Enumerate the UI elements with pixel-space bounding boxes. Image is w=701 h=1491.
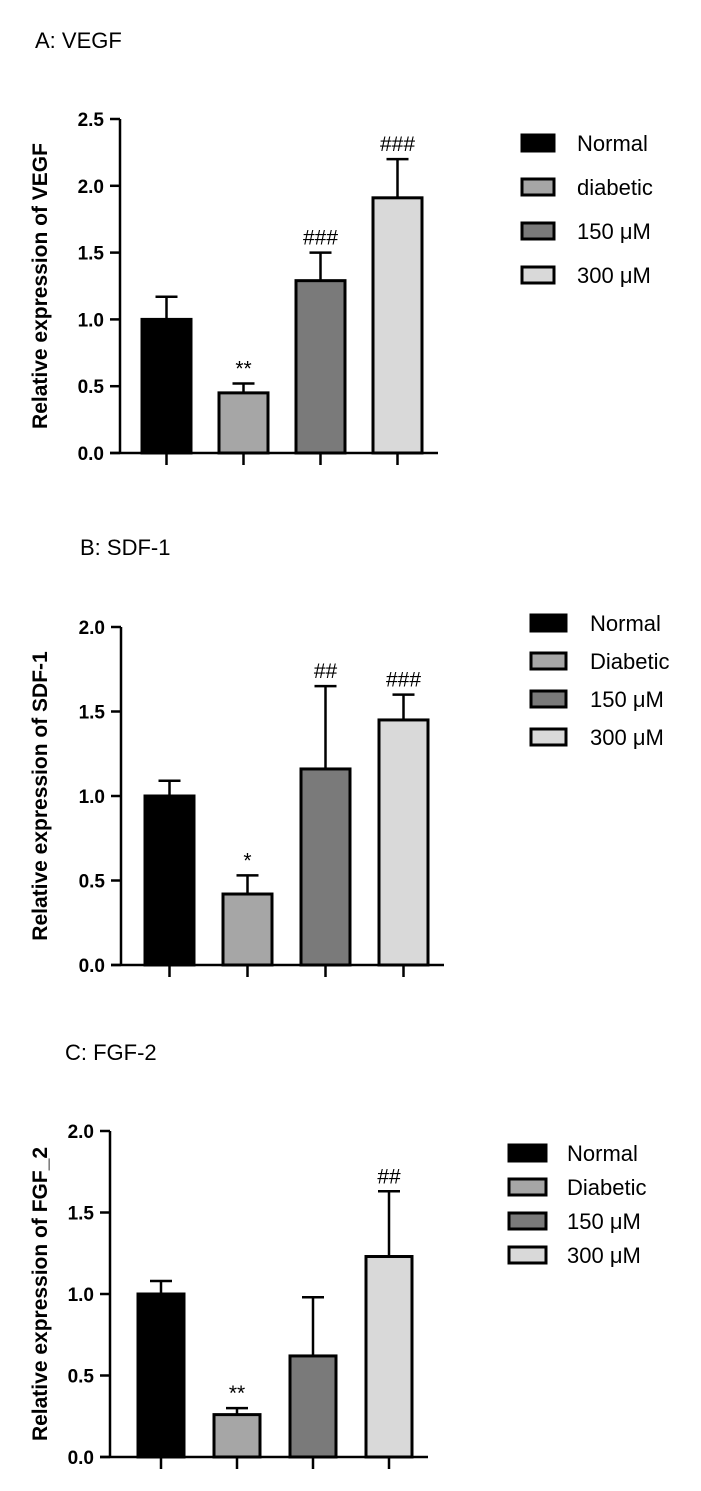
significance-label: * (243, 849, 251, 872)
y-tick-label: 2.0 (79, 618, 105, 639)
legend-swatch (529, 727, 568, 747)
legend-swatch (520, 221, 556, 241)
legend-label: 300 μM (577, 263, 651, 288)
y-tick-label: 0.0 (68, 1448, 94, 1469)
y-tick-label: 0.0 (78, 444, 104, 465)
y-tick-label: 0.0 (79, 956, 105, 977)
bar-0 (143, 794, 196, 967)
legend-swatch (529, 651, 568, 671)
y-tick-label: 1.0 (68, 1285, 94, 1306)
chart-panel-vegf: A: VEGF 0.0 0.5 1.0 1.5 2.0 2.5 Relative expre… (0, 0, 701, 480)
significance-label: ## (377, 1165, 401, 1188)
y-tick-label: 0.5 (68, 1367, 95, 1388)
legend-swatch (507, 1211, 548, 1231)
significance-label: ### (380, 133, 415, 156)
legend-label: 150 μM (567, 1209, 641, 1234)
bar-2 (288, 1354, 338, 1459)
y-axis-label: Relative expression of SDF-1 (29, 651, 52, 941)
y-axis-label: Relative expression of FGF_2 (29, 1147, 52, 1441)
significance-label: ** (229, 1382, 245, 1405)
legend-label: diabetic (577, 175, 653, 200)
y-tick-label: 2.0 (78, 177, 104, 198)
y-tick-label: 0.5 (78, 377, 105, 398)
legend-swatch (520, 133, 556, 153)
bar-3 (377, 718, 430, 967)
legend-label: Diabetic (590, 649, 669, 674)
bar-3 (364, 1255, 414, 1459)
legend-label: 150 μM (590, 687, 664, 712)
y-tick-label: 1.5 (78, 244, 105, 265)
chart-title: A: VEGF (35, 28, 122, 53)
legend-label: 300 μM (590, 725, 664, 750)
bar-2 (299, 767, 352, 967)
bar-1 (212, 1413, 262, 1459)
y-axis-label: Relative expression of VEGF (29, 143, 52, 429)
y-tick-label: 1.0 (78, 310, 104, 331)
bar-chart-vegf: 0.0 0.5 1.0 1.5 2.0 2.5 Relative expression of… (29, 110, 653, 465)
significance-label: ** (235, 358, 251, 381)
bar-0 (136, 1292, 186, 1459)
significance-label: ### (303, 227, 338, 250)
legend-label: Diabetic (567, 1175, 646, 1200)
y-tick-label: 0.5 (79, 872, 106, 893)
legend-label: Normal (567, 1141, 638, 1166)
significance-label: ## (314, 660, 338, 683)
bar-1 (217, 391, 270, 455)
legend-swatch (520, 265, 556, 285)
legend-swatch (520, 177, 556, 197)
legend-label: 150 μM (577, 219, 651, 244)
legend-swatch (529, 689, 568, 709)
y-tick-label: 1.5 (68, 1204, 95, 1225)
bar-3 (371, 196, 424, 455)
y-tick-label: 2.5 (78, 110, 105, 131)
chart-panel-sdf1: B: SDF-1 0.0 0.5 1.0 1.5 2.0 Relative express… (29, 535, 669, 977)
chart-title: C: FGF-2 (65, 1040, 157, 1065)
y-tick-label: 1.0 (79, 787, 105, 808)
chart-title: B: SDF-1 (80, 535, 171, 560)
legend-swatch (529, 613, 568, 633)
bar-chart-sdf1: 0.0 0.5 1.0 1.5 2.0 Relative expression of SD… (29, 611, 669, 977)
legend-swatch (507, 1177, 548, 1197)
legend-label: Normal (590, 611, 661, 636)
legend-label: 300 μM (567, 1243, 641, 1268)
legend-swatch (507, 1143, 548, 1163)
legend-swatch (507, 1245, 548, 1265)
significance-label: ### (386, 669, 421, 692)
y-tick-label: 2.0 (68, 1122, 94, 1143)
legend-label: Normal (577, 131, 648, 156)
y-tick-label: 1.5 (79, 703, 106, 724)
bar-1 (221, 892, 274, 967)
